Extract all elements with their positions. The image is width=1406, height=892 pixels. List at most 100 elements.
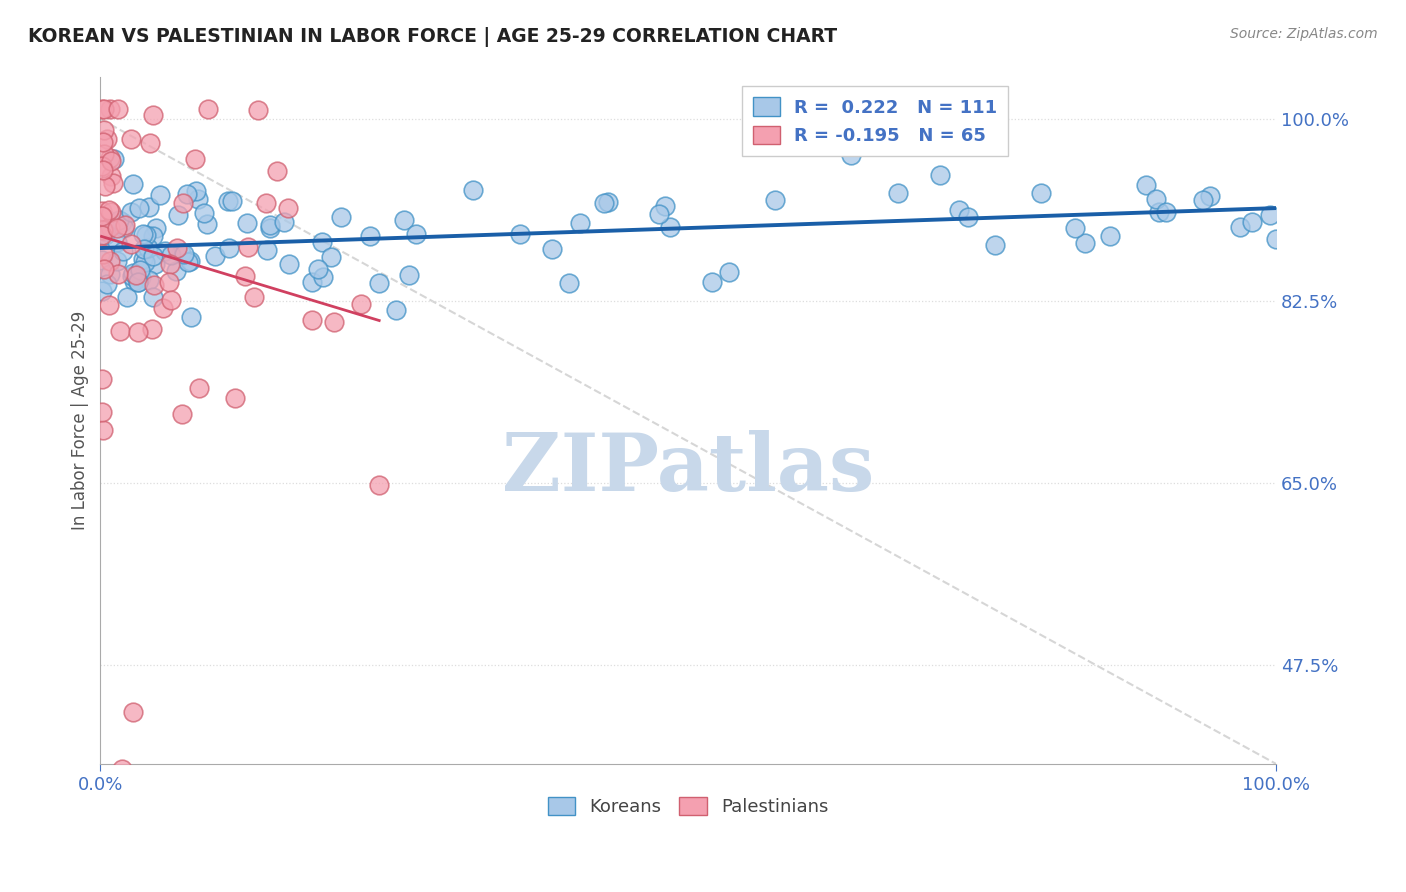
Point <box>149 187 172 202</box>
Point <box>385 303 408 318</box>
Point <box>359 228 381 243</box>
Point <box>1147 205 1170 219</box>
Point <box>246 103 269 118</box>
Point <box>188 381 211 395</box>
Point <box>461 183 484 197</box>
Point <box>115 290 138 304</box>
Point <box>187 192 209 206</box>
Point <box>648 206 671 220</box>
Point <box>94 211 117 226</box>
Point <box>1265 232 1288 246</box>
Point <box>142 249 165 263</box>
Point <box>132 227 155 241</box>
Point <box>301 313 323 327</box>
Point <box>128 263 150 277</box>
Point <box>368 477 391 491</box>
Point <box>1029 186 1052 201</box>
Point <box>98 219 121 234</box>
Point <box>93 262 115 277</box>
Point <box>1064 221 1087 235</box>
Point <box>218 241 240 255</box>
Point <box>405 227 427 241</box>
Point <box>96 277 118 291</box>
Point <box>105 254 128 268</box>
Point <box>100 169 122 184</box>
Point <box>956 211 979 225</box>
Point <box>143 277 166 292</box>
Point <box>180 310 202 324</box>
Point <box>101 176 124 190</box>
Point <box>136 241 159 255</box>
Point <box>204 249 226 263</box>
Point <box>221 194 243 208</box>
Point <box>157 276 180 290</box>
Point <box>159 257 181 271</box>
Point <box>90 102 112 116</box>
Point <box>114 218 136 232</box>
Point <box>398 268 420 282</box>
Point <box>91 222 114 236</box>
Point <box>93 178 115 193</box>
Point <box>658 220 681 235</box>
Point <box>134 255 156 269</box>
Point <box>176 254 198 268</box>
Point <box>121 269 143 284</box>
Point <box>172 196 194 211</box>
Point <box>236 240 259 254</box>
Point <box>91 423 114 437</box>
Point <box>509 227 531 242</box>
Point <box>273 215 295 229</box>
Point <box>90 284 112 298</box>
Point <box>717 265 740 279</box>
Point <box>141 322 163 336</box>
Point <box>173 246 195 260</box>
Point <box>112 221 135 235</box>
Point <box>108 324 131 338</box>
Point <box>90 405 112 419</box>
Point <box>132 242 155 256</box>
Point <box>90 227 112 242</box>
Point <box>93 147 115 161</box>
Point <box>596 195 619 210</box>
Point <box>928 168 950 182</box>
Point <box>127 276 149 290</box>
Point <box>107 102 129 116</box>
Point <box>138 200 160 214</box>
Legend: Koreans, Palestinians: Koreans, Palestinians <box>541 789 835 823</box>
Point <box>97 203 120 218</box>
Point <box>169 246 191 260</box>
Point <box>125 268 148 283</box>
Point <box>132 252 155 266</box>
Point <box>654 199 676 213</box>
Point <box>98 151 121 165</box>
Point <box>170 407 193 421</box>
Point <box>311 269 333 284</box>
Point <box>184 152 207 166</box>
Point <box>112 244 135 258</box>
Point <box>259 221 281 235</box>
Point <box>948 203 970 218</box>
Point <box>558 277 581 291</box>
Point <box>142 108 165 122</box>
Point <box>122 177 145 191</box>
Point <box>1258 208 1281 222</box>
Point <box>90 209 112 223</box>
Point <box>307 261 329 276</box>
Point <box>176 186 198 201</box>
Point <box>100 153 122 168</box>
Point <box>256 243 278 257</box>
Point <box>120 131 142 145</box>
Point <box>127 275 149 289</box>
Point <box>129 270 152 285</box>
Point <box>1192 193 1215 207</box>
Point <box>100 204 122 219</box>
Point <box>91 162 114 177</box>
Point <box>142 228 165 243</box>
Point <box>120 236 142 251</box>
Point <box>184 184 207 198</box>
Point <box>1135 178 1157 193</box>
Point <box>218 194 240 208</box>
Point <box>100 267 122 281</box>
Point <box>128 201 150 215</box>
Point <box>763 193 786 207</box>
